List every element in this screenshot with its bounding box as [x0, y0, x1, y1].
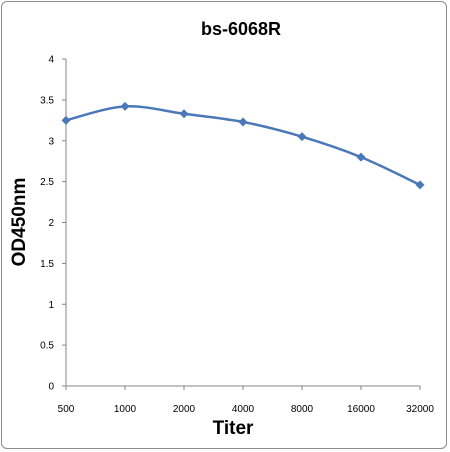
data-point-marker — [297, 132, 307, 142]
data-point-marker — [356, 152, 366, 162]
y-tick-label: 3.5 — [40, 95, 54, 106]
x-tick-label: 8000 — [291, 404, 314, 415]
x-tick-label: 2000 — [173, 404, 196, 415]
x-ticks: 500 1000 2000 4000 8000 16000 32000 — [58, 386, 434, 415]
x-axis-label: Titer — [213, 418, 254, 439]
data-point-marker — [61, 115, 71, 125]
y-tick-label: 4 — [48, 55, 54, 66]
y-axis-label: OD450nm — [9, 178, 30, 267]
y-tick-label: 1 — [48, 300, 54, 311]
chart-title: bs-6068R — [201, 19, 281, 39]
series-markers — [61, 101, 425, 190]
data-point-marker — [415, 180, 425, 190]
data-point-marker — [179, 109, 189, 119]
y-tick-label: 2 — [48, 218, 54, 229]
y-tick-label: 0.5 — [40, 341, 54, 352]
y-ticks: 0 0.5 1 1.5 2 2.5 3 3.5 4 — [40, 55, 66, 393]
x-tick-label: 4000 — [232, 404, 255, 415]
x-tick-label: 32000 — [406, 404, 434, 415]
y-tick-label: 0 — [48, 382, 54, 393]
x-tick-label: 1000 — [114, 404, 137, 415]
y-tick-label: 1.5 — [40, 259, 54, 270]
data-point-marker — [120, 101, 130, 111]
x-tick-label: 16000 — [347, 404, 375, 415]
x-tick-label: 500 — [58, 404, 75, 415]
y-tick-label: 2.5 — [40, 177, 54, 188]
data-point-marker — [238, 117, 248, 127]
y-tick-label: 3 — [48, 136, 54, 147]
